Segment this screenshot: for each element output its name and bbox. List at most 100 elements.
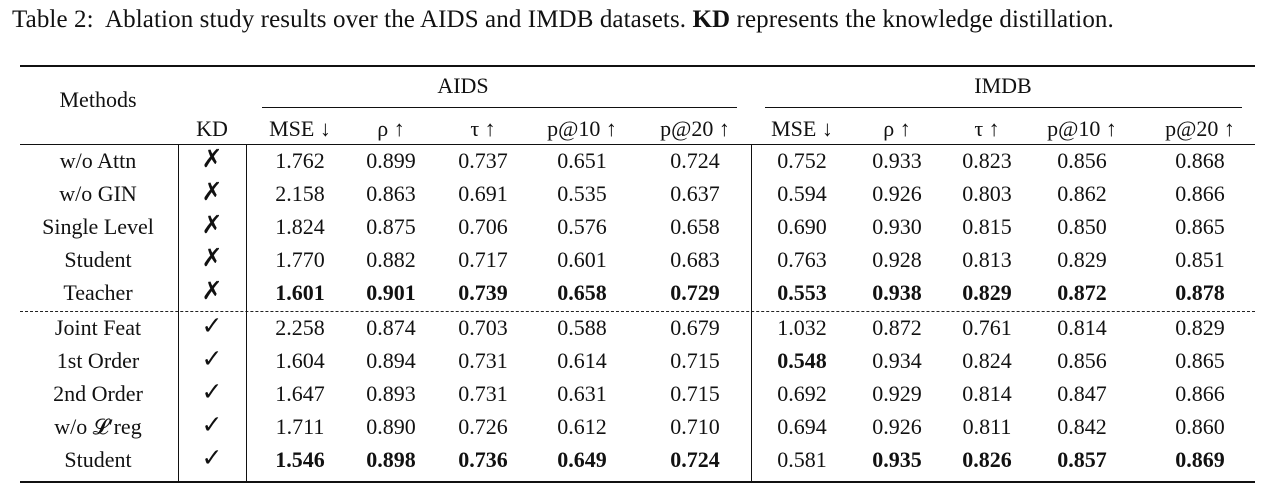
aids-value-cell: 1.711: [275, 414, 325, 439]
kd-check-mark: ✓: [201, 344, 223, 373]
imdb-value-cell: 0.856: [1057, 348, 1107, 373]
imdb-value-cell: 0.829: [962, 280, 1012, 305]
aids-value-cell: 0.576: [557, 214, 607, 239]
aids-value-cell: 1.604: [275, 348, 325, 373]
header-aids-metric-2: τ ↑: [470, 116, 496, 141]
imdb-value-cell: 0.692: [777, 381, 827, 406]
imdb-value-cell: 0.829: [1175, 315, 1225, 340]
imdb-value-cell: 0.862: [1057, 181, 1107, 206]
imdb-value-cell: 0.933: [872, 148, 922, 173]
aids-value-cell: 0.737: [458, 148, 508, 173]
aids-value-cell: 0.691: [458, 181, 508, 206]
kd-check-mark: ✓: [201, 311, 223, 340]
aids-value-cell: 0.715: [670, 381, 720, 406]
imdb-value-cell: 0.694: [777, 414, 827, 439]
imdb-value-cell: 1.032: [777, 315, 827, 340]
header-aids-metric-1: ρ ↑: [377, 116, 405, 141]
imdb-value-cell: 0.860: [1175, 414, 1225, 439]
aids-value-cell: 0.890: [366, 414, 416, 439]
aids-value-cell: 1.647: [275, 381, 325, 406]
header-group-imdb: IMDB: [974, 73, 1032, 98]
imdb-value-cell: 0.847: [1057, 381, 1107, 406]
caption-prefix: Table 2:: [12, 6, 94, 33]
top-rule: [20, 65, 1255, 67]
aids-value-cell: 0.882: [366, 247, 416, 272]
kd-check-mark: ✓: [201, 377, 223, 406]
method-name: w/o GIN: [59, 181, 137, 206]
imdb-value-cell: 0.872: [1057, 280, 1107, 305]
aids-value-cell: 0.631: [557, 381, 607, 406]
imdb-value-cell: 0.813: [962, 247, 1012, 272]
imdb-value-cell: 0.752: [777, 148, 827, 173]
kd-cross-mark: ✗: [201, 144, 223, 173]
method-name: Student: [64, 247, 132, 272]
aids-value-cell: 1.770: [275, 247, 325, 272]
aids-value-cell: 0.658: [557, 280, 607, 305]
header-kd: KD: [196, 116, 228, 141]
imdb-value-cell: 0.926: [872, 181, 922, 206]
aids-value-cell: 0.731: [458, 381, 508, 406]
imdb-value-cell: 0.929: [872, 381, 922, 406]
imdb-value-cell: 0.811: [962, 414, 1012, 439]
group-divider-dashed: [20, 311, 1255, 312]
imdb-value-cell: 0.868: [1175, 148, 1225, 173]
imdb-value-cell: 0.814: [962, 381, 1012, 406]
kd-check-mark: ✓: [201, 410, 223, 439]
aids-value-cell: 1.546: [275, 447, 325, 472]
aids-value-cell: 0.729: [670, 280, 720, 305]
header-imdb-metric-3: p@10 ↑: [1047, 116, 1117, 141]
imdb-value-cell: 0.824: [962, 348, 1012, 373]
header-imdb-metric-2: τ ↑: [974, 116, 1000, 141]
imdb-value-cell: 0.581: [777, 447, 827, 472]
aids-value-cell: 0.614: [557, 348, 607, 373]
aids-value-cell: 0.863: [366, 181, 416, 206]
aids-value-cell: 0.875: [366, 214, 416, 239]
imdb-value-cell: 0.869: [1175, 447, 1225, 472]
header-imdb-metric-0: MSE ↓: [771, 116, 833, 141]
kd-cross-mark: ✗: [201, 210, 223, 239]
imdb-value-cell: 0.851: [1175, 247, 1225, 272]
imdb-value-cell: 0.803: [962, 181, 1012, 206]
aids-group-rule: [262, 107, 737, 108]
aids-value-cell: 0.715: [670, 348, 720, 373]
header-aids-metric-4: p@20 ↑: [660, 116, 730, 141]
imdb-value-cell: 0.842: [1057, 414, 1107, 439]
imdb-value-cell: 0.594: [777, 181, 827, 206]
imdb-value-cell: 0.865: [1175, 214, 1225, 239]
imdb-value-cell: 0.857: [1057, 447, 1107, 472]
aids-value-cell: 0.724: [670, 148, 720, 173]
aids-value-cell: 0.649: [557, 447, 607, 472]
method-name: Teacher: [63, 280, 133, 305]
aids-value-cell: 0.724: [670, 447, 720, 472]
aids-value-cell: 0.658: [670, 214, 720, 239]
aids-value-cell: 0.710: [670, 414, 720, 439]
imdb-value-cell: 0.553: [777, 280, 827, 305]
kd-cross-mark: ✗: [201, 276, 223, 305]
aids-value-cell: 0.651: [557, 148, 607, 173]
aids-value-cell: 0.588: [557, 315, 607, 340]
caption-text-before: Ablation study results over the AIDS and…: [105, 6, 687, 33]
aids-value-cell: 0.706: [458, 214, 508, 239]
imdb-value-cell: 0.761: [962, 315, 1012, 340]
header-group-aids: AIDS: [437, 73, 489, 98]
header-aids-metric-0: MSE ↓: [269, 116, 331, 141]
method-name: Single Level: [42, 214, 154, 239]
imdb-value-cell: 0.930: [872, 214, 922, 239]
imdb-value-cell: 0.865: [1175, 348, 1225, 373]
aids-value-cell: 0.612: [557, 414, 607, 439]
aids-value-cell: 0.717: [458, 247, 508, 272]
imdb-value-cell: 0.815: [962, 214, 1012, 239]
aids-value-cell: 0.731: [458, 348, 508, 373]
method-name: 2nd Order: [53, 381, 143, 406]
imdb-value-cell: 0.850: [1057, 214, 1107, 239]
dataset-divider-line: [751, 145, 753, 481]
method-name: 1st Order: [56, 348, 140, 373]
imdb-value-cell: 0.829: [1057, 247, 1107, 272]
imdb-value-cell: 0.690: [777, 214, 827, 239]
bottom-rule: [20, 481, 1255, 483]
aids-value-cell: 1.824: [275, 214, 325, 239]
aids-value-cell: 0.736: [458, 447, 508, 472]
imdb-value-cell: 0.763: [777, 247, 827, 272]
aids-value-cell: 1.601: [275, 280, 325, 305]
kd-right-line: [246, 145, 248, 481]
